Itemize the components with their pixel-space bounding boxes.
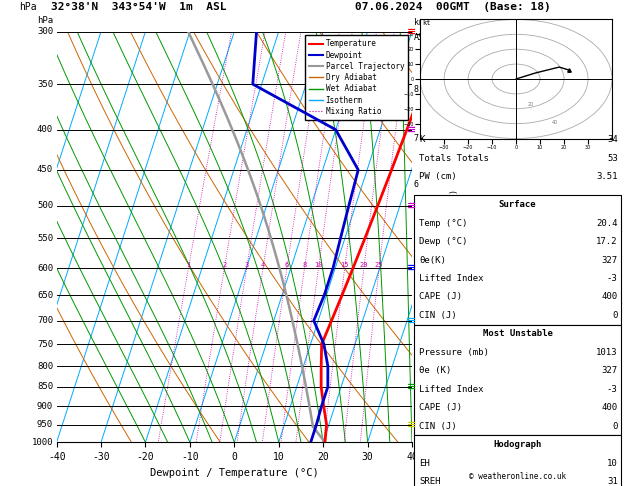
Text: 2: 2 — [222, 262, 226, 268]
Text: 900: 900 — [37, 402, 53, 411]
Text: Lifted Index: Lifted Index — [419, 274, 484, 283]
Text: 7: 7 — [414, 134, 419, 142]
Text: PW (cm): PW (cm) — [419, 173, 457, 181]
X-axis label: Dewpoint / Temperature (°C): Dewpoint / Temperature (°C) — [150, 468, 319, 478]
Text: Hodograph: Hodograph — [494, 440, 542, 449]
Text: ≡: ≡ — [408, 27, 416, 36]
Text: 8: 8 — [414, 85, 419, 93]
Text: 1: 1 — [414, 402, 419, 411]
Text: 3: 3 — [414, 316, 419, 325]
Text: 10: 10 — [607, 459, 618, 468]
Text: 327: 327 — [601, 256, 618, 264]
Text: ≡: ≡ — [408, 201, 416, 211]
Text: 400: 400 — [601, 293, 618, 301]
Text: 350: 350 — [37, 80, 53, 88]
Text: 20: 20 — [528, 102, 534, 107]
Text: ≡: ≡ — [408, 263, 416, 273]
Text: 3: 3 — [245, 262, 249, 268]
Text: 20.4: 20.4 — [596, 219, 618, 227]
Text: 5: 5 — [414, 227, 419, 237]
Text: LCL: LCL — [414, 422, 429, 431]
Text: Dewp (°C): Dewp (°C) — [419, 237, 467, 246]
Text: Surface: Surface — [499, 200, 537, 209]
Text: ≡: ≡ — [408, 125, 416, 135]
Text: 20: 20 — [360, 262, 368, 268]
Text: 34: 34 — [607, 136, 618, 144]
Text: 1013: 1013 — [596, 348, 618, 357]
Text: 650: 650 — [37, 291, 53, 300]
Text: 6: 6 — [285, 262, 289, 268]
Text: ASL: ASL — [414, 33, 429, 42]
Text: 700: 700 — [37, 316, 53, 325]
Text: 750: 750 — [37, 340, 53, 348]
Legend: Temperature, Dewpoint, Parcel Trajectory, Dry Adiabat, Wet Adiabat, Isotherm, Mi: Temperature, Dewpoint, Parcel Trajectory… — [305, 35, 408, 120]
Text: Temp (°C): Temp (°C) — [419, 219, 467, 227]
Text: hPa: hPa — [37, 17, 53, 25]
Text: 1: 1 — [186, 262, 191, 268]
Text: CAPE (J): CAPE (J) — [419, 403, 462, 412]
Text: 450: 450 — [37, 165, 53, 174]
Text: 327: 327 — [601, 366, 618, 375]
Text: -3: -3 — [607, 385, 618, 394]
Text: CIN (J): CIN (J) — [419, 422, 457, 431]
Text: CIN (J): CIN (J) — [419, 311, 457, 320]
Text: Most Unstable: Most Unstable — [482, 330, 553, 338]
Text: ≡: ≡ — [408, 420, 416, 430]
Text: 15: 15 — [340, 262, 349, 268]
Text: 4: 4 — [414, 273, 419, 281]
Text: Mixing Ratio (g/kg): Mixing Ratio (g/kg) — [450, 190, 459, 284]
Text: hPa: hPa — [19, 2, 36, 12]
Text: km: km — [414, 18, 424, 28]
Text: 550: 550 — [37, 234, 53, 243]
Text: EH: EH — [419, 459, 430, 468]
Text: ≡: ≡ — [408, 382, 416, 392]
Text: 40: 40 — [552, 120, 559, 124]
Text: 3.51: 3.51 — [596, 173, 618, 181]
Text: Totals Totals: Totals Totals — [419, 154, 489, 163]
Text: K: K — [419, 136, 425, 144]
Text: 4: 4 — [261, 262, 265, 268]
Text: SREH: SREH — [419, 477, 440, 486]
Text: 800: 800 — [37, 362, 53, 371]
Text: 600: 600 — [37, 263, 53, 273]
Text: 2: 2 — [414, 362, 419, 371]
Text: 500: 500 — [37, 201, 53, 210]
Text: ≡: ≡ — [408, 315, 416, 326]
Text: θe(K): θe(K) — [419, 256, 446, 264]
Text: 07.06.2024  00GMT  (Base: 18): 07.06.2024 00GMT (Base: 18) — [355, 2, 551, 12]
Text: 850: 850 — [37, 382, 53, 391]
Text: 53: 53 — [607, 154, 618, 163]
Text: 8: 8 — [303, 262, 306, 268]
Text: 1000: 1000 — [31, 438, 53, 447]
Text: kt: kt — [423, 20, 431, 26]
Text: 0: 0 — [612, 311, 618, 320]
Text: Lifted Index: Lifted Index — [419, 385, 484, 394]
Text: 6: 6 — [414, 180, 419, 189]
Text: 400: 400 — [601, 403, 618, 412]
Text: 300: 300 — [37, 27, 53, 36]
Text: 10: 10 — [314, 262, 323, 268]
Text: Pressure (mb): Pressure (mb) — [419, 348, 489, 357]
Text: 17.2: 17.2 — [596, 237, 618, 246]
Text: © weatheronline.co.uk: © weatheronline.co.uk — [469, 472, 566, 481]
Text: 31: 31 — [607, 477, 618, 486]
Text: 0: 0 — [612, 422, 618, 431]
Text: 25: 25 — [375, 262, 383, 268]
Text: θe (K): θe (K) — [419, 366, 451, 375]
Text: 32°38'N  343°54'W  1m  ASL: 32°38'N 343°54'W 1m ASL — [50, 2, 226, 12]
Text: -3: -3 — [607, 274, 618, 283]
Text: CAPE (J): CAPE (J) — [419, 293, 462, 301]
Text: 950: 950 — [37, 420, 53, 429]
Text: 400: 400 — [37, 125, 53, 134]
